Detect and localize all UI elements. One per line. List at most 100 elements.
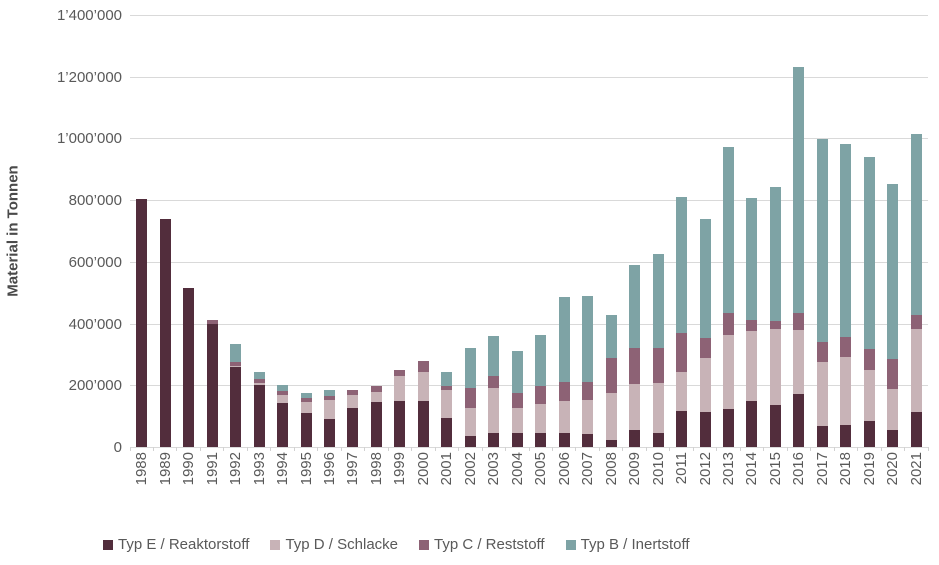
gridline xyxy=(130,261,928,263)
gridline xyxy=(130,385,928,387)
bar-segment-d-1997 xyxy=(347,395,359,408)
bar-segment-d-1992 xyxy=(230,365,242,368)
x-tick-label-2018: 2018 xyxy=(837,452,855,486)
x-tick-slot: 2013 xyxy=(717,452,740,498)
bar-segment-c-2019 xyxy=(863,348,875,371)
bar-segment-e-2008 xyxy=(605,439,617,447)
x-tick-mark xyxy=(927,447,929,451)
x-tick-label-2011: 2011 xyxy=(673,452,691,485)
legend-label: Typ E / Reaktorstoff xyxy=(118,536,250,553)
legend-label: Typ C / Reststoff xyxy=(434,536,545,553)
gridline xyxy=(130,15,928,16)
x-tick-mark xyxy=(575,447,577,451)
x-tick-slot: 2003 xyxy=(482,452,505,498)
bar-segment-b-2006 xyxy=(558,297,570,382)
x-tick-label-2003: 2003 xyxy=(485,452,503,486)
bar-segment-e-2004 xyxy=(511,432,523,447)
bar-segment-d-1995 xyxy=(300,401,312,414)
bar-segment-c-1991 xyxy=(206,319,218,324)
bar-segment-b-2013 xyxy=(723,146,734,314)
x-tick-label-1995: 1995 xyxy=(297,452,315,486)
x-tick-label-2019: 2019 xyxy=(860,452,878,486)
bar-segment-e-2019 xyxy=(863,421,875,447)
x-tick-label-1993: 1993 xyxy=(250,452,268,486)
x-tick-slot: 2011 xyxy=(670,452,693,498)
bar-segment-d-2004 xyxy=(511,407,523,433)
bar-segment-b-2016 xyxy=(793,66,805,314)
bar-segment-c-2016 xyxy=(793,313,805,330)
x-tick-slot: 2010 xyxy=(646,452,669,498)
x-tick-label-2005: 2005 xyxy=(532,452,550,486)
x-tick-label-2002: 2002 xyxy=(461,452,479,486)
gridline xyxy=(130,138,928,140)
gridline xyxy=(130,323,928,325)
x-tick-mark xyxy=(199,447,201,451)
x-tick-mark xyxy=(645,447,647,451)
x-tick-label-1997: 1997 xyxy=(344,452,362,486)
bar-segment-e-1995 xyxy=(300,413,312,447)
legend-item-c: Typ C / Reststoff xyxy=(419,536,545,553)
bar-segment-c-2009 xyxy=(629,347,641,385)
bar-segment-d-1998 xyxy=(370,392,382,403)
bar-segment-b-1992 xyxy=(230,343,242,363)
x-tick-slot: 1990 xyxy=(177,452,200,498)
bar-segment-d-2001 xyxy=(441,390,453,418)
legend-swatch-icon xyxy=(419,539,429,550)
x-tick-mark xyxy=(880,447,882,451)
x-tick-label-2001: 2001 xyxy=(438,452,456,486)
x-tick-slot: 2002 xyxy=(459,452,482,498)
x-tick-mark xyxy=(387,447,389,451)
y-tick-label: 800’000 xyxy=(68,192,122,210)
bar-segment-e-2016 xyxy=(793,393,805,447)
bar-segment-d-2017 xyxy=(816,361,828,427)
bar-segment-c-2011 xyxy=(676,332,688,373)
x-tick-slot: 1995 xyxy=(294,452,317,498)
bar-segment-b-2021 xyxy=(910,133,922,315)
y-tick-label: 1’200’000 xyxy=(56,68,122,86)
bar-segment-e-1990 xyxy=(183,287,195,447)
legend-label: Typ B / Inertstoff xyxy=(580,536,690,553)
x-tick-slot: 1999 xyxy=(388,452,411,498)
x-tick-mark xyxy=(833,447,835,451)
bar-segment-d-2010 xyxy=(652,383,664,433)
x-tick-slot: 2008 xyxy=(599,452,622,498)
bar-segment-e-2009 xyxy=(629,430,641,447)
y-tick-label: 1’400’000 xyxy=(56,7,122,24)
x-tick-mark xyxy=(481,447,483,451)
bar-segment-e-2010 xyxy=(652,432,664,447)
x-tick-mark xyxy=(270,447,272,451)
bar-segment-e-2002 xyxy=(464,435,476,447)
x-tick-mark xyxy=(505,447,507,451)
bar-segment-d-2019 xyxy=(863,370,875,422)
gridline xyxy=(130,76,928,78)
x-tick-slot: 1991 xyxy=(200,452,223,498)
bar-segment-b-2009 xyxy=(629,264,641,348)
x-tick-mark xyxy=(293,447,295,451)
bar-segment-e-2015 xyxy=(769,404,781,447)
bar-segment-b-2002 xyxy=(464,348,476,388)
y-tick-label: 400’000 xyxy=(68,315,122,333)
y-axis-tick-labels: 0 200’000 400’000 600’000 800’000 1’000’000 1’… xyxy=(0,0,122,465)
bar-segment-c-2000 xyxy=(417,360,429,373)
x-tick-mark xyxy=(692,447,694,451)
bar-segment-d-2021 xyxy=(910,328,922,412)
x-tick-mark xyxy=(411,447,413,451)
legend-item-d: Typ D / Schlacke xyxy=(270,536,398,553)
bar-segment-e-1992 xyxy=(230,367,242,447)
bar-segment-c-2018 xyxy=(840,336,852,357)
bar-segment-c-1999 xyxy=(394,369,406,377)
x-tick-mark xyxy=(129,447,131,451)
gridline xyxy=(130,200,928,202)
x-tick-slot: 2017 xyxy=(811,452,834,498)
x-tick-slot: 1988 xyxy=(130,452,153,498)
bar-segment-e-2011 xyxy=(676,410,688,447)
bar-segment-b-1994 xyxy=(277,384,289,391)
x-tick-slot: 2005 xyxy=(529,452,552,498)
legend-swatch-icon xyxy=(270,539,281,550)
x-tick-mark xyxy=(176,447,178,451)
bar-segment-e-2001 xyxy=(441,418,453,447)
bar-segment-e-2018 xyxy=(840,425,852,447)
bar-segment-d-2020 xyxy=(887,388,899,431)
x-tick-mark xyxy=(669,447,671,451)
bar-segment-d-2006 xyxy=(558,400,570,434)
